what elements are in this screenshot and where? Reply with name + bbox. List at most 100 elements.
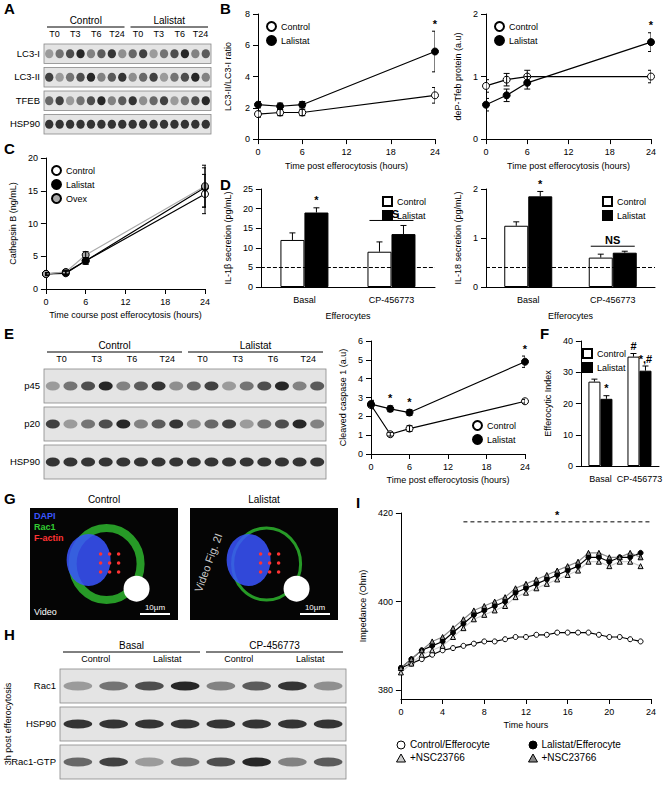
svg-text:T0: T0	[197, 354, 208, 364]
svg-text:3: 3	[358, 393, 363, 403]
svg-text:*: *	[388, 392, 393, 404]
svg-text:*: *	[538, 178, 543, 190]
svg-text:T6: T6	[268, 354, 279, 364]
svg-text:5: 5	[358, 355, 363, 365]
svg-text:Control: Control	[88, 494, 120, 505]
svg-text:1: 1	[358, 430, 363, 440]
svg-text:Efferocytes: Efferocytes	[326, 311, 371, 321]
svg-text:380: 380	[378, 685, 393, 695]
svg-text:24: 24	[646, 707, 656, 717]
svg-text:1: 1	[473, 72, 478, 82]
svg-text:T0: T0	[56, 354, 67, 364]
svg-text:Lalistat: Lalistat	[281, 36, 310, 46]
svg-text:6: 6	[83, 297, 88, 307]
svg-text:T0: T0	[133, 29, 144, 39]
svg-text:2: 2	[245, 103, 250, 113]
svg-text:25: 25	[243, 184, 253, 194]
svg-text:Control: Control	[66, 166, 95, 176]
svg-text:5: 5	[33, 251, 38, 261]
svg-text:T3: T3	[154, 29, 165, 39]
svg-text:Time course post efferocytosis: Time course post efferocytosis (hours)	[49, 310, 202, 320]
svg-text:6: 6	[300, 147, 305, 157]
svg-text:LC3-I: LC3-I	[17, 48, 40, 59]
svg-text:T24: T24	[193, 29, 209, 39]
svg-text:*: *	[433, 18, 438, 30]
svg-text:Lalistat: Lalistat	[153, 15, 185, 26]
svg-text:4: 4	[440, 707, 445, 717]
svg-text:20: 20	[563, 399, 573, 409]
svg-text:Basal: Basal	[517, 295, 540, 305]
svg-text:12: 12	[341, 147, 351, 157]
svg-text:Lalistat: Lalistat	[296, 654, 325, 664]
svg-text:24: 24	[646, 147, 656, 157]
svg-text:CP-456773: CP-456773	[617, 474, 663, 484]
svg-text:0: 0	[248, 282, 253, 292]
svg-text:T3: T3	[233, 354, 244, 364]
svg-text:T24: T24	[160, 354, 176, 364]
svg-text:12: 12	[120, 297, 130, 307]
svg-text:15: 15	[28, 186, 38, 196]
svg-text:0: 0	[43, 297, 48, 307]
svg-text:Basal: Basal	[293, 295, 316, 305]
svg-text:0: 0	[483, 147, 488, 157]
svg-text:CP-456773: CP-456773	[369, 295, 415, 305]
svg-text:Rac1-GTP: Rac1-GTP	[11, 756, 56, 767]
svg-text:Lalistat: Lalistat	[509, 36, 538, 46]
svg-text:CP-456773: CP-456773	[590, 295, 636, 305]
svg-text:T6: T6	[127, 354, 138, 364]
svg-text:2: 2	[473, 184, 478, 194]
svg-text:0: 0	[255, 147, 260, 157]
svg-text:6: 6	[245, 40, 250, 50]
svg-text:IL-1β secretion (pg/mL): IL-1β secretion (pg/mL)	[223, 191, 233, 284]
svg-text:p20: p20	[24, 418, 40, 429]
svg-text:Time post efferocytosis (hours: Time post efferocytosis (hours)	[386, 475, 509, 485]
svg-text:0: 0	[33, 284, 38, 294]
svg-text:Lalistat: Lalistat	[240, 340, 272, 351]
svg-text:0: 0	[398, 707, 403, 717]
svg-text:*: *	[649, 19, 654, 31]
svg-text:10: 10	[243, 243, 253, 253]
svg-text:0: 0	[568, 461, 573, 471]
svg-text:Control: Control	[487, 421, 516, 431]
svg-text:20: 20	[243, 204, 253, 214]
svg-text:T0: T0	[49, 29, 60, 39]
svg-text:Basal: Basal	[589, 474, 612, 484]
svg-text:24: 24	[520, 462, 530, 472]
svg-text:8: 8	[245, 9, 250, 19]
svg-text:40: 40	[563, 336, 573, 346]
svg-text:NS: NS	[384, 208, 399, 220]
svg-text:*: *	[407, 396, 412, 408]
svg-text:Lalistat: Lalistat	[487, 435, 516, 445]
svg-text:*: *	[523, 343, 528, 355]
svg-text:Time post efferocytosis (hours: Time post efferocytosis (hours)	[285, 161, 408, 171]
svg-text:T3: T3	[70, 29, 81, 39]
svg-text:18: 18	[160, 297, 170, 307]
svg-text:Control: Control	[281, 22, 310, 32]
svg-text:HSP90: HSP90	[10, 456, 40, 467]
svg-text:420: 420	[378, 508, 393, 518]
svg-text:Control: Control	[70, 15, 102, 26]
svg-text:0: 0	[368, 462, 373, 472]
svg-text:10µm: 10µm	[305, 603, 326, 612]
svg-text:Time post efferocytosis (hours: Time post efferocytosis (hours)	[507, 161, 630, 171]
svg-text:*: *	[314, 194, 319, 206]
svg-text:Control: Control	[81, 654, 110, 664]
svg-text:30: 30	[563, 367, 573, 377]
svg-text:TFEB: TFEB	[16, 95, 40, 106]
svg-text:T6: T6	[91, 29, 102, 39]
svg-text:CP-456773: CP-456773	[249, 640, 300, 651]
svg-text:p45: p45	[24, 380, 40, 391]
svg-text:HSP90: HSP90	[26, 718, 56, 729]
svg-text:2: 2	[473, 9, 478, 19]
svg-text:20: 20	[604, 707, 614, 717]
svg-text:Rac1: Rac1	[34, 522, 56, 532]
svg-text:Control: Control	[224, 654, 253, 664]
svg-text:Video: Video	[34, 607, 57, 617]
svg-text:Control: Control	[98, 340, 130, 351]
svg-text:#: #	[630, 340, 636, 352]
svg-text:24: 24	[430, 147, 440, 157]
svg-text:12: 12	[563, 147, 573, 157]
svg-text:HSP90: HSP90	[10, 118, 40, 129]
svg-text:5: 5	[248, 262, 253, 272]
svg-text:deP-Tfeb protein (a.u): deP-Tfeb protein (a.u)	[453, 33, 463, 121]
